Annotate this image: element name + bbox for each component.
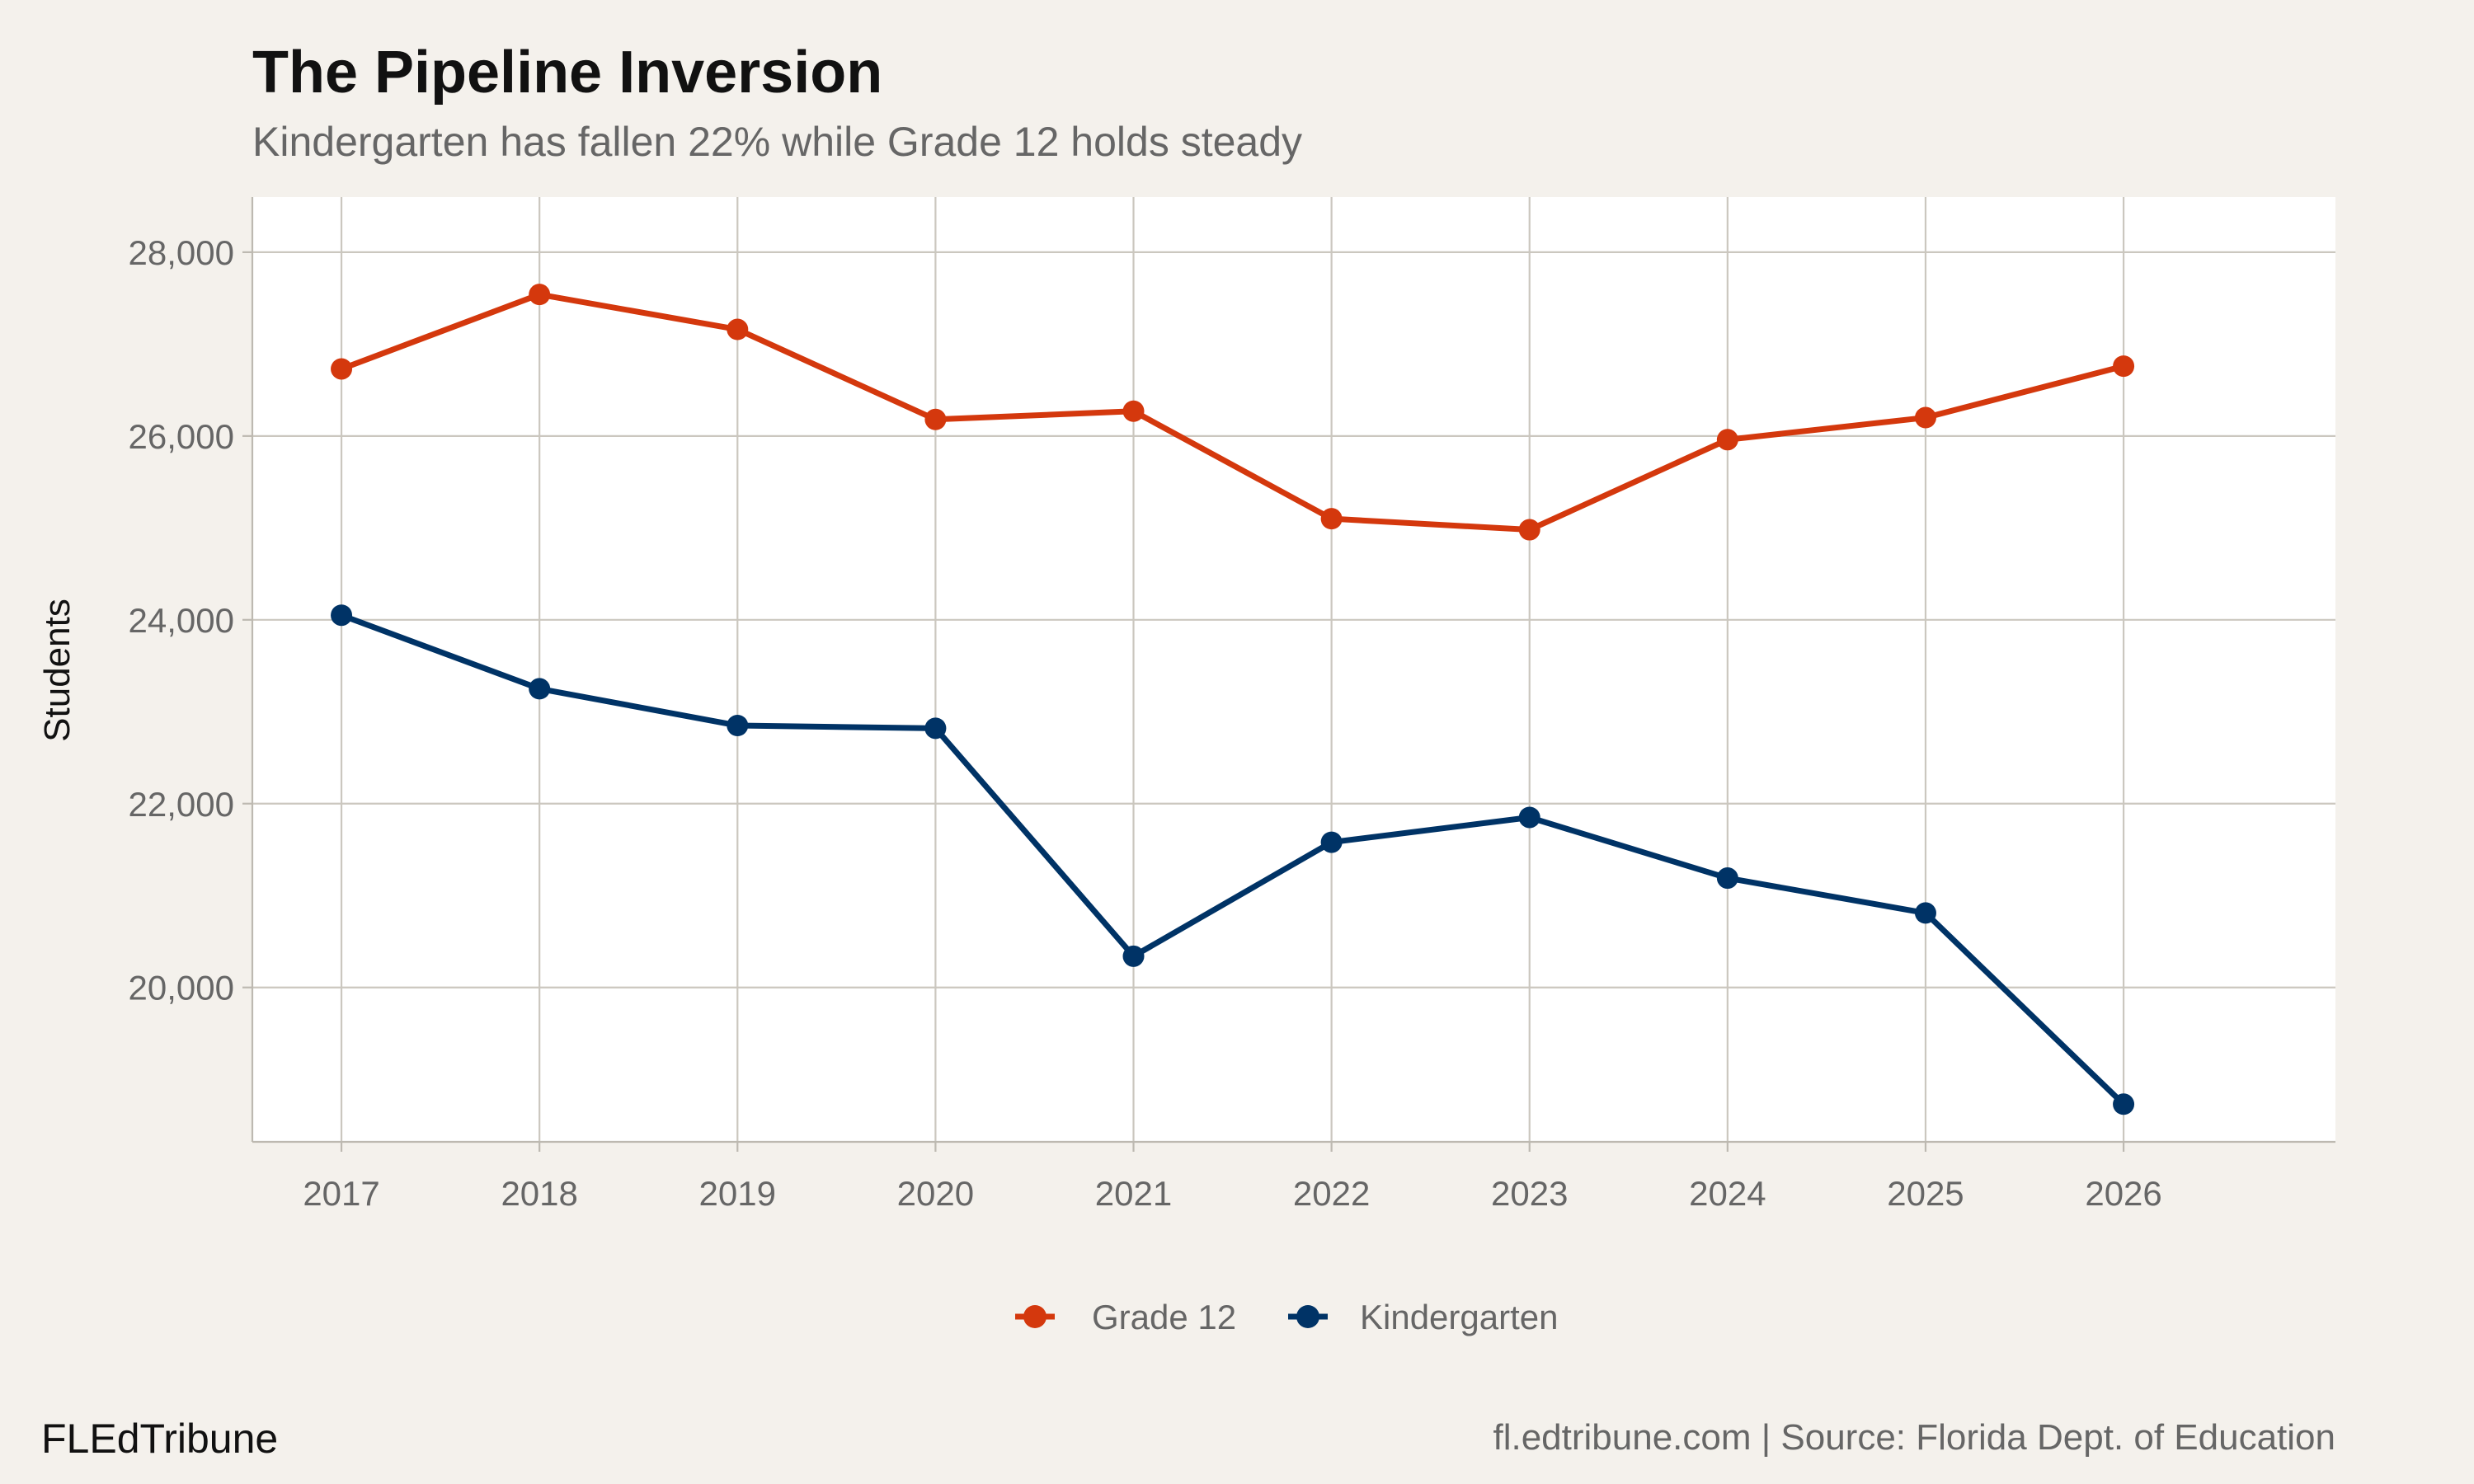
x-axis-ticks: 2017 2018 2019 2020 2021 2022 2023 2024 2025 2026 — [303, 1142, 2162, 1213]
plot-panel — [252, 197, 2335, 1142]
data-point-grade-12-2025 — [1914, 406, 1936, 429]
x-tick-label: 2023 — [1491, 1174, 1568, 1213]
y-tick-label: 26,000 — [129, 417, 234, 456]
x-tick-label: 2020 — [897, 1174, 974, 1213]
data-point-grade-12-2026 — [2113, 355, 2135, 378]
series-line-grade-12 — [340, 291, 2124, 533]
y-tick-label: 24,000 — [129, 601, 234, 640]
chart-subtitle: Kindergarten has fallen 22% while Grade … — [252, 119, 1302, 165]
legend-marker-grade-12 — [1023, 1305, 1047, 1328]
data-point-grade-12-2018 — [529, 284, 551, 306]
series-group — [331, 284, 2135, 1115]
data-point-kindergarten-2019 — [727, 715, 749, 737]
data-point-grade-12-2022 — [1320, 508, 1343, 530]
data-point-grade-12-2024 — [1716, 429, 1738, 451]
legend: Grade 12 Kindergarten — [1015, 1298, 1559, 1336]
data-point-kindergarten-2018 — [529, 678, 551, 700]
y-tick-label: 20,000 — [129, 969, 234, 1007]
data-point-kindergarten-2025 — [1914, 902, 1936, 924]
data-point-grade-12-2017 — [331, 358, 353, 380]
x-tick-label: 2017 — [303, 1174, 379, 1213]
legend-item-kindergarten: Kindergarten — [1288, 1298, 1559, 1336]
data-point-grade-12-2019 — [727, 318, 749, 340]
x-tick-label: 2021 — [1095, 1174, 1172, 1213]
x-tick-label: 2025 — [1887, 1174, 1964, 1213]
x-tick-label: 2026 — [2085, 1174, 2161, 1213]
data-point-kindergarten-2022 — [1320, 831, 1343, 853]
data-point-kindergarten-2023 — [1518, 806, 1540, 829]
y-tick-label: 28,000 — [129, 233, 234, 272]
y-tick-label: 22,000 — [129, 785, 234, 824]
x-tick-label: 2022 — [1293, 1174, 1370, 1213]
footer-source: fl.edtribune.com | Source: Florida Dept.… — [1493, 1417, 2335, 1458]
series-line-kindergarten — [340, 612, 2126, 1106]
data-point-grade-12-2023 — [1518, 519, 1540, 541]
x-tick-label: 2024 — [1689, 1174, 1766, 1213]
data-point-kindergarten-2021 — [1122, 945, 1145, 967]
data-point-kindergarten-2017 — [331, 604, 353, 627]
gridlines — [252, 197, 2335, 1142]
series-kindergarten — [331, 604, 2135, 1115]
data-point-kindergarten-2024 — [1716, 867, 1738, 890]
legend-label-grade-12: Grade 12 — [1092, 1298, 1236, 1336]
footer-brand: FLEdTribune — [41, 1416, 278, 1462]
data-point-grade-12-2020 — [924, 408, 947, 430]
legend-marker-kindergarten — [1296, 1305, 1319, 1328]
data-point-grade-12-2021 — [1122, 400, 1145, 422]
series-grade-12 — [331, 284, 2135, 541]
legend-label-kindergarten: Kindergarten — [1360, 1298, 1559, 1336]
legend-item-grade-12: Grade 12 — [1015, 1298, 1236, 1336]
x-tick-label: 2018 — [501, 1174, 577, 1213]
data-point-kindergarten-2026 — [2113, 1093, 2135, 1115]
y-axis-ticks: 20,000 22,000 24,000 26,000 28,000 — [129, 233, 252, 1007]
y-axis-label: Students — [37, 599, 78, 742]
chart-title: The Pipeline Inversion — [252, 40, 882, 106]
x-tick-label: 2019 — [699, 1174, 776, 1213]
data-point-kindergarten-2020 — [924, 717, 947, 740]
